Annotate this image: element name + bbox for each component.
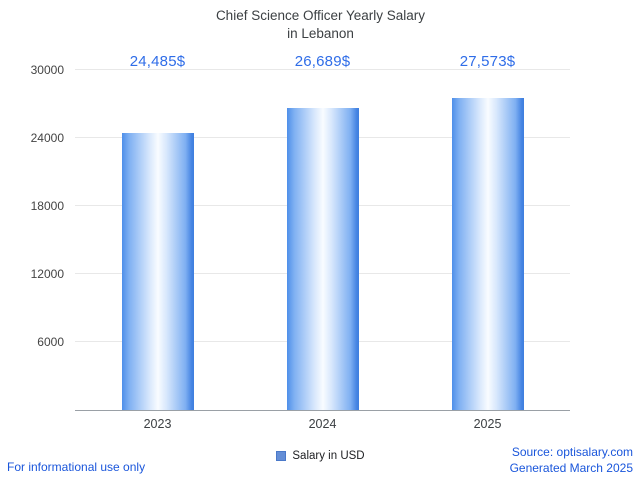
chart-title: Chief Science Officer Yearly Salary in L… (0, 7, 641, 42)
x-axis: 2023 2024 2025 (75, 417, 570, 431)
bar-2025[interactable] (451, 97, 524, 410)
bar-2023[interactable] (121, 132, 194, 410)
x-axis-tick-label: 2024 (308, 417, 337, 431)
y-axis-tick-label: 24000 (30, 131, 64, 145)
bar-2024[interactable] (286, 107, 359, 410)
bar-column (240, 70, 405, 410)
y-axis-tick-label: 12000 (30, 267, 64, 281)
y-axis-tick-label: 6000 (37, 335, 64, 349)
footer-source-block: Source: optisalary.com Generated March 2… (510, 444, 633, 476)
legend: Salary in USD (0, 450, 641, 462)
bar-value-label: 26,689$ (294, 53, 351, 70)
x-axis-tick-label: 2025 (473, 417, 502, 431)
gridline (75, 69, 570, 70)
footer-disclaimer: For informational use only (7, 460, 146, 474)
bar-columns (75, 70, 570, 410)
chart-title-line1: Chief Science Officer Yearly Salary (215, 8, 426, 23)
legend-label: Salary in USD (292, 450, 365, 462)
source-link[interactable]: Source: optisalary.com (511, 444, 633, 459)
bar-value-label: 27,573$ (459, 53, 516, 70)
legend-swatch-icon (276, 451, 287, 461)
bar-value-labels: 24,485$ 26,689$ 27,573$ (75, 53, 570, 70)
bar-column (405, 70, 570, 410)
y-axis: 6000 12000 18000 24000 30000 (0, 63, 64, 410)
plot-area (75, 69, 570, 411)
generated-date: Generated March 2025 (509, 460, 633, 475)
y-axis-tick-label: 18000 (30, 199, 64, 213)
x-axis-tick-label: 2023 (143, 417, 172, 431)
bar-column (75, 70, 240, 410)
bar-value-label: 24,485$ (129, 53, 186, 70)
chart-title-line2: in Lebanon (287, 25, 354, 41)
y-axis-tick-label: 30000 (30, 63, 64, 77)
